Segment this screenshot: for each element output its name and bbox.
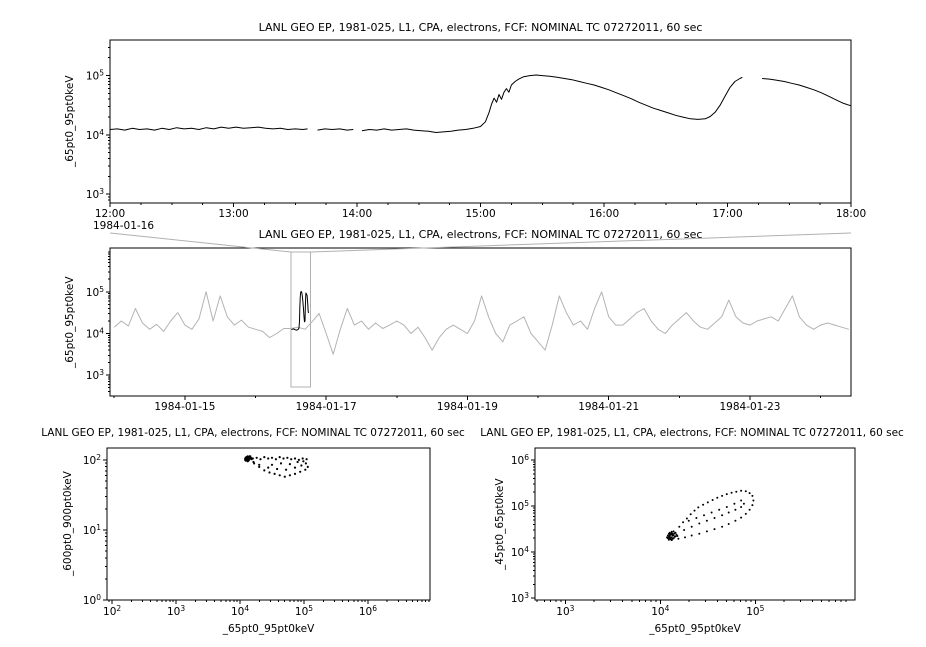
plot-title-top: LANL GEO EP, 1981-025, L1, CPA, electron… [258,21,703,34]
svg-text:1984-01-21: 1984-01-21 [578,401,639,413]
zoom-selection-box[interactable] [290,251,312,388]
svg-text:1984-01-17: 1984-01-17 [296,401,357,413]
series-line [361,74,743,133]
svg-text:105: 105 [746,604,764,618]
svg-text:17:00: 17:00 [712,208,742,220]
series-line [317,128,354,131]
svg-text:104: 104 [651,604,669,618]
svg-text:15:00: 15:00 [465,208,495,220]
y-axis-label-top: _65pt0_95pt0keV [64,75,76,168]
svg-text:12:00: 12:00 [95,208,125,220]
svg-text:1984-01-19: 1984-01-19 [437,401,498,413]
top-timeseries-plot-area[interactable]: 12:00 13:00 14:00 15:00 16:00 17:00 18:00 103 10… [86,39,866,220]
svg-text:101: 101 [83,523,101,537]
plot-title-scatter-right: LANL GEO EP, 1981-025, L1, CPA, electron… [480,427,904,439]
svg-text:16:00: 16:00 [589,208,619,220]
context-timeseries-plot-area[interactable]: 1984-01-15 1984-01-17 1984-01-19 1984-01-21… [86,247,852,413]
svg-text:100: 100 [83,593,101,607]
svg-text:105: 105 [86,69,104,83]
svg-text:103: 103 [86,187,104,201]
svg-text:105: 105 [86,285,104,299]
svg-text:102: 102 [103,604,121,618]
svg-text:103: 103 [511,591,529,605]
y-axis-label-scatter-left: _600pt0_900pt0keV [62,471,74,577]
x-axis-label-scatter-left: _65pt0_95pt0keV [222,623,315,635]
y-axis-label-scatter-right: _45pt0_65pt0keV [494,478,506,570]
series-line [109,126,308,131]
svg-text:1984-01-15: 1984-01-15 [154,401,215,413]
x-axis-label-scatter-right: _65pt0_95pt0keV [649,623,741,635]
y-axis-label-context: _65pt0_95pt0keV [64,276,76,368]
scatter-right-plot-area[interactable]: 103 104 105 103 104 105 106 [511,447,856,618]
scatter-left-plot-area[interactable]: 102 103 104 105 106 100 101 102 [83,447,431,618]
svg-text:104: 104 [511,545,529,559]
svg-text:105: 105 [295,604,313,618]
svg-text:103: 103 [167,604,185,618]
svg-text:14:00: 14:00 [342,208,372,220]
series-line [113,291,850,355]
svg-text:105: 105 [511,499,529,513]
context-date-label: 1984-01-16 [93,220,155,232]
series-line [762,78,852,107]
svg-text:106: 106 [359,604,377,618]
plot-title-context: LANL GEO EP, 1981-025, L1, CPA, electron… [258,228,703,241]
svg-text:104: 104 [231,604,249,618]
svg-text:104: 104 [86,326,104,340]
svg-text:102: 102 [83,453,101,467]
svg-text:13:00: 13:00 [218,208,248,220]
svg-text:103: 103 [556,604,574,618]
svg-text:106: 106 [511,453,529,467]
svg-text:18:00: 18:00 [836,208,866,220]
svg-text:1984-01-23: 1984-01-23 [719,401,780,413]
plot-title-scatter-left: LANL GEO EP, 1981-025, L1, CPA, electron… [41,427,465,439]
zoom-connector-line [310,232,852,253]
svg-text:104: 104 [86,128,104,142]
series-line [290,290,309,331]
svg-text:103: 103 [86,368,104,382]
zoom-connector-line [109,232,291,253]
